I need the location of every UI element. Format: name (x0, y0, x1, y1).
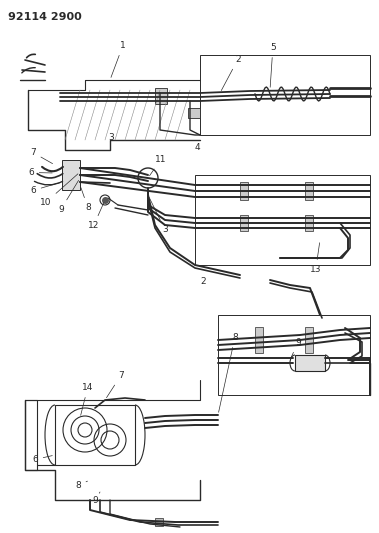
Text: 8: 8 (81, 188, 91, 212)
Bar (255, 327, 263, 353)
Text: 9: 9 (92, 492, 100, 505)
Text: 4: 4 (195, 143, 200, 152)
Bar (155, 518, 163, 526)
Text: 92114 2900: 92114 2900 (8, 12, 82, 22)
Bar (25, 400, 37, 470)
Bar (305, 327, 313, 353)
Text: 14: 14 (81, 383, 93, 415)
Text: 3: 3 (149, 198, 168, 234)
Text: 12: 12 (88, 203, 104, 230)
Text: 5: 5 (270, 43, 276, 87)
Bar (295, 355, 325, 371)
Bar (155, 88, 167, 104)
Text: 13: 13 (310, 243, 321, 274)
Text: 6: 6 (30, 183, 60, 195)
Text: 3: 3 (108, 133, 114, 142)
Bar (62, 160, 80, 190)
Text: 6: 6 (32, 455, 52, 464)
Text: 7: 7 (30, 148, 53, 164)
Text: 9: 9 (58, 180, 78, 214)
Text: 9: 9 (291, 338, 301, 358)
Text: 2: 2 (221, 55, 241, 91)
Text: 7: 7 (106, 371, 124, 398)
Bar (240, 215, 248, 231)
Bar (188, 108, 200, 118)
Bar (240, 182, 248, 200)
Text: 2: 2 (200, 278, 206, 287)
Text: 6: 6 (28, 168, 52, 177)
Bar (55, 405, 135, 465)
Text: 11: 11 (150, 155, 166, 176)
Bar (305, 182, 313, 200)
Bar (305, 215, 313, 231)
Text: 8: 8 (219, 333, 238, 413)
Text: 8: 8 (75, 481, 88, 490)
Text: 10: 10 (40, 174, 78, 207)
Text: 1: 1 (111, 41, 126, 77)
